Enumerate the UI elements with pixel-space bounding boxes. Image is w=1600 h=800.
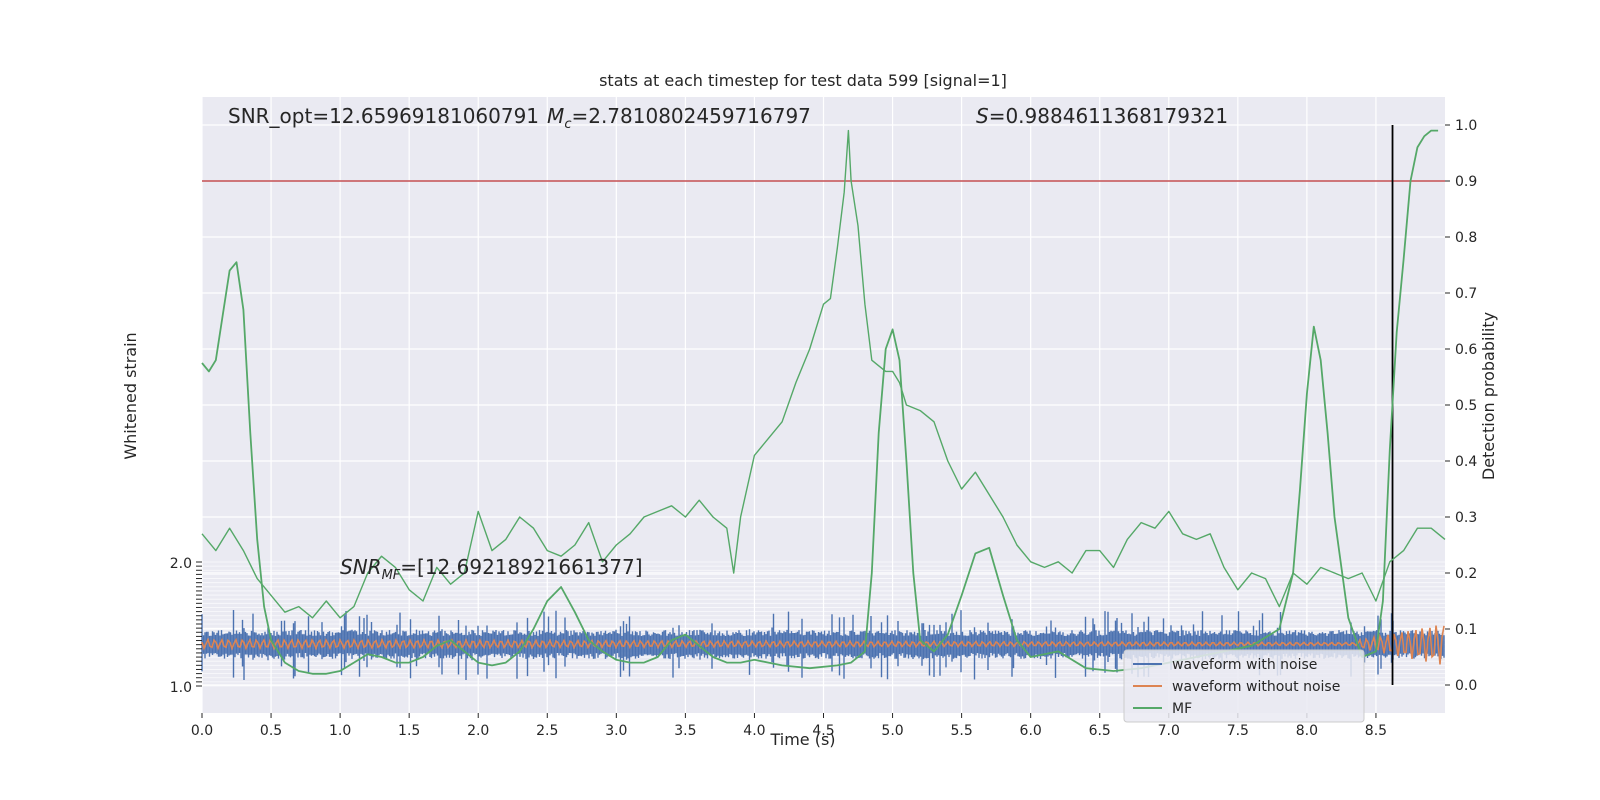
x-tick-label: 6.5 <box>1089 723 1111 739</box>
snr-opt-text: SNR_opt=12.65969181060791 <box>228 104 539 128</box>
x-tick-label: 1.5 <box>398 723 420 739</box>
legend-label-noise: waveform with noise <box>1172 657 1317 673</box>
legend-box <box>1123 649 1365 723</box>
detection-probability-line <box>201 129 1446 619</box>
x-tick-label: 5.5 <box>950 723 972 739</box>
legend-label-mf: MF <box>1172 701 1192 717</box>
snr-mf-annotation: SNRMF=[12.69218921661377] <box>340 555 643 583</box>
legend-label-clean: waveform without noise <box>1172 679 1340 695</box>
mf-series-line <box>201 129 1439 675</box>
x-tick-label: 6.0 <box>1020 723 1042 739</box>
x-tick-label: 4.5 <box>812 723 834 739</box>
y-tick-label: 1.0 <box>1455 118 1477 134</box>
x-tick-label: 7.0 <box>1158 723 1180 739</box>
strain-tick-label-top: 2.0 <box>170 556 192 572</box>
legend: waveform with noise waveform without noi… <box>1123 649 1365 723</box>
mc-subscript: c <box>564 117 571 132</box>
x-tick-label: 1.0 <box>329 723 351 739</box>
y-tick-label: 0.6 <box>1455 342 1477 358</box>
y-tick-label: 0.5 <box>1455 398 1477 414</box>
x-axis-ticks: 0.0 0.5 1.0 1.5 2.0 2.5 3.0 3.5 4.0 4.5 5.0 5.5 6.0 6… <box>191 713 1387 739</box>
y-tick-label: 0.4 <box>1455 454 1477 470</box>
snr-mf-symbol: SNR <box>340 555 382 579</box>
chart-title: stats at each timestep for test data 599… <box>599 71 1007 90</box>
x-axis-label: Time (s) <box>769 730 835 749</box>
y-tick-label: 0.9 <box>1455 174 1477 190</box>
right-axis-ticks: 0.0 0.1 0.2 0.3 0.4 0.5 0.6 0.7 0.8 0.9 1.0 <box>1445 118 1477 694</box>
x-tick-label: 0.0 <box>191 723 213 739</box>
x-tick-label: 8.5 <box>1365 723 1387 739</box>
y-tick-label: 0.1 <box>1455 622 1477 638</box>
snr-mf-value: =[12.69218921661377] <box>400 555 642 579</box>
left-axis-ticks: 2.0 1.0 <box>170 556 202 696</box>
strain-tick-label-bottom: 1.0 <box>170 680 192 696</box>
left-axis-label: Whitened strain <box>121 332 140 459</box>
x-tick-label: 3.0 <box>605 723 627 739</box>
x-tick-label: 8.0 <box>1296 723 1318 739</box>
y-tick-label: 0.7 <box>1455 286 1477 302</box>
x-tick-label: 2.0 <box>467 723 489 739</box>
x-tick-label: 3.5 <box>674 723 696 739</box>
x-tick-label: 5.0 <box>881 723 903 739</box>
s-symbol: S <box>976 104 989 128</box>
mc-value: =2.7810802459716797 <box>571 104 810 128</box>
right-axis-label: Detection probability <box>1479 312 1498 480</box>
snr-opt-annotation: SNR_opt=12.65969181060791 Mc=2.7810802459… <box>228 104 811 132</box>
y-tick-label: 0.8 <box>1455 230 1477 246</box>
y-tick-label: 0.2 <box>1455 566 1477 582</box>
clean-waveform-line <box>201 625 1445 665</box>
x-tick-label: 7.5 <box>1227 723 1249 739</box>
mc-symbol: M <box>547 104 564 128</box>
series-lines <box>201 125 1446 685</box>
x-tick-label: 2.5 <box>536 723 558 739</box>
strain-series-group <box>201 610 1445 680</box>
x-tick-label: 0.5 <box>260 723 282 739</box>
y-tick-label: 0.0 <box>1455 678 1477 694</box>
y-tick-label: 0.3 <box>1455 510 1477 526</box>
s-value: =0.9884611368179321 <box>989 104 1228 128</box>
s-annotation: S=0.9884611368179321 <box>976 104 1228 128</box>
snr-mf-subscript: MF <box>382 568 401 583</box>
x-tick-label: 4.0 <box>743 723 765 739</box>
